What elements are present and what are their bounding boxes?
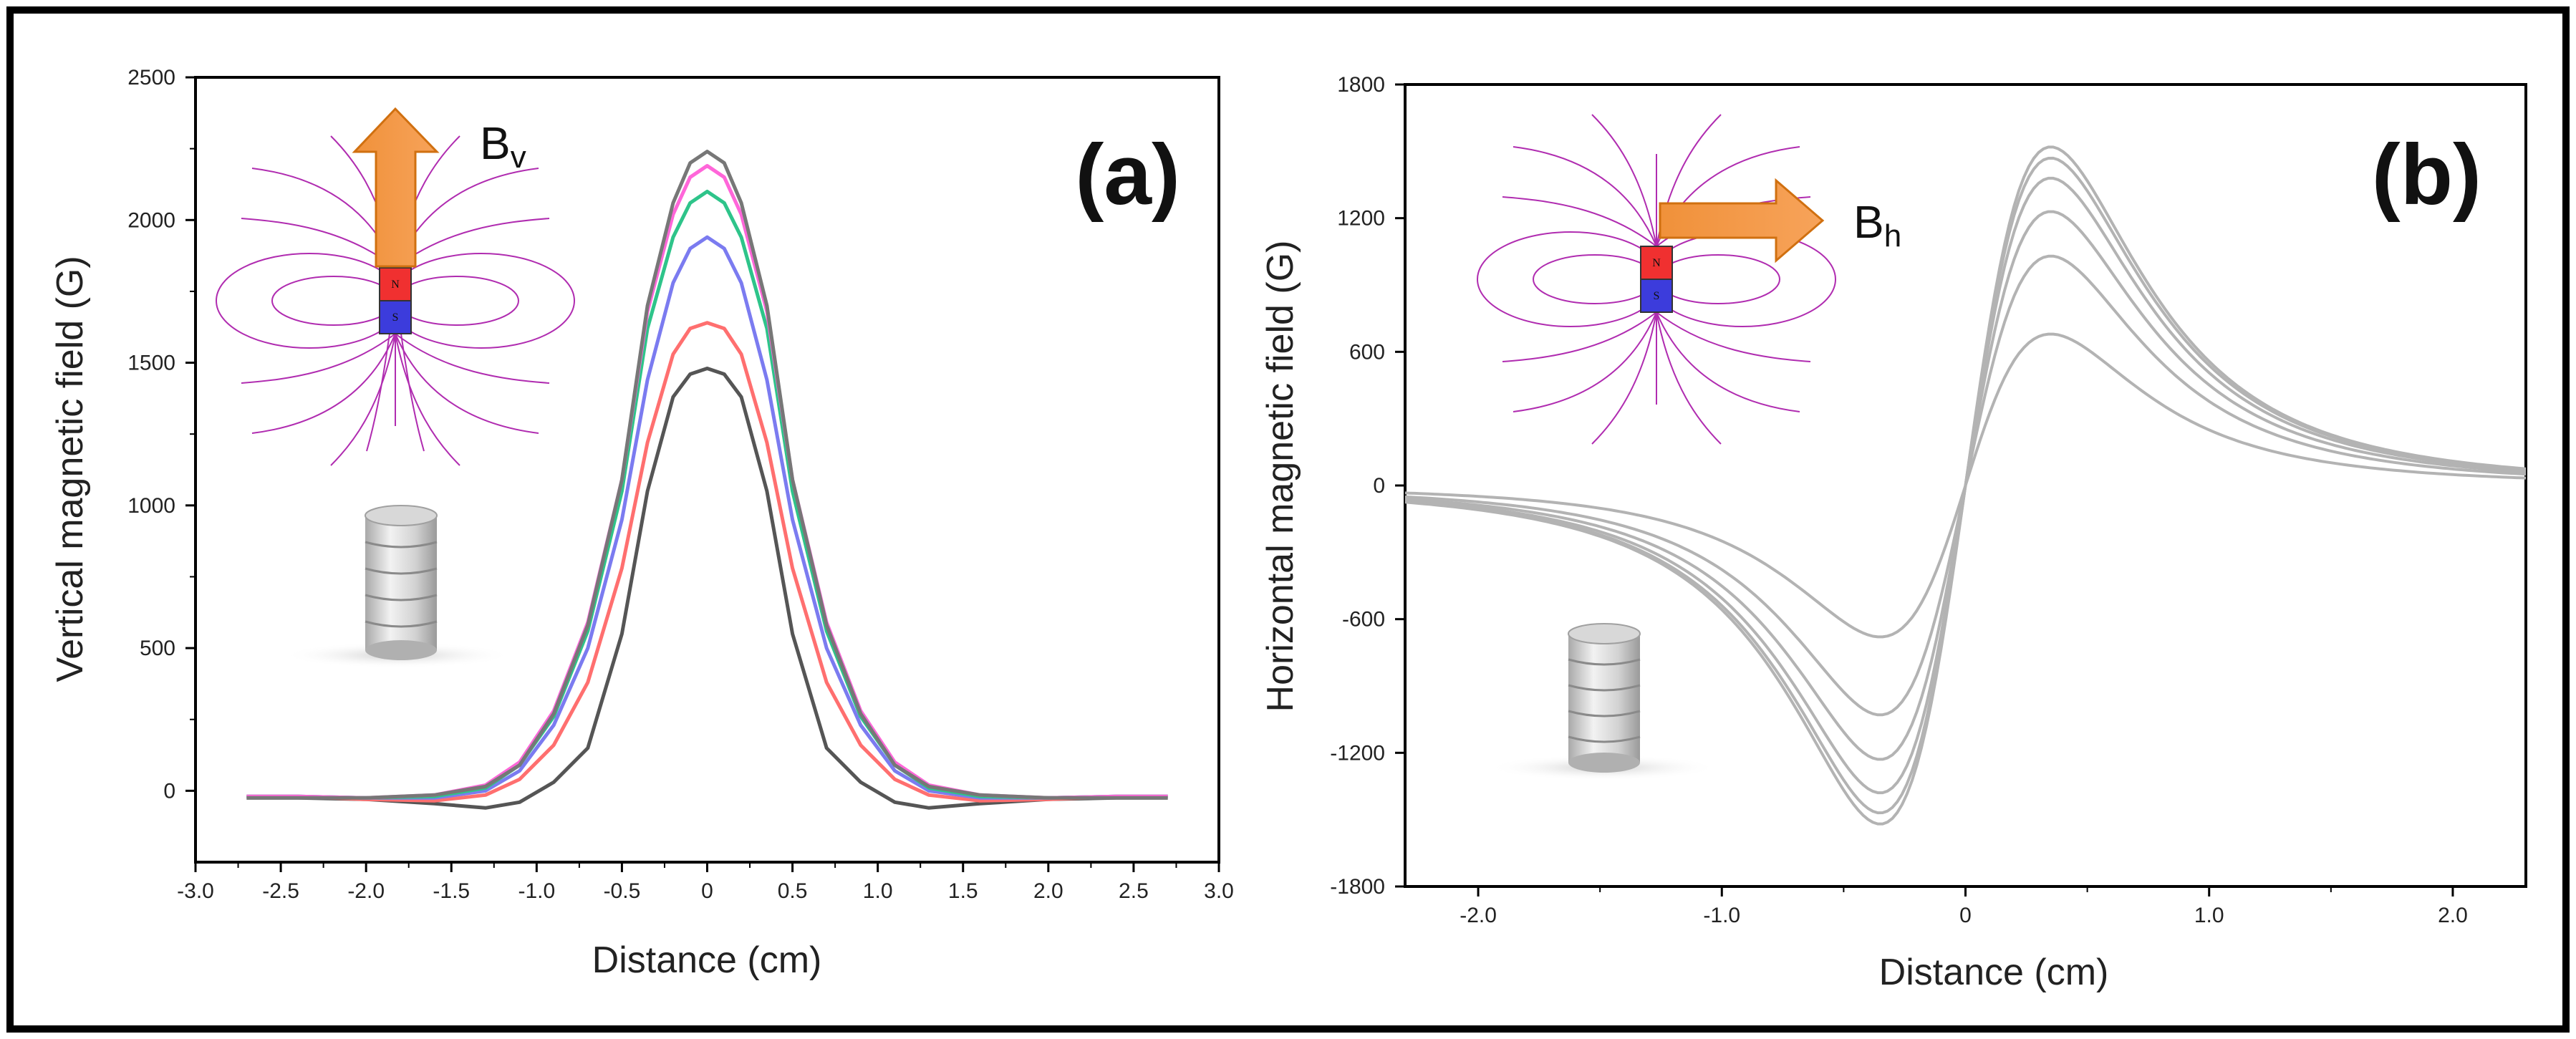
y-tick-label-b-0: -1800 <box>1330 875 1385 899</box>
x-tick-label-a-6: 0 <box>701 879 713 903</box>
x-tick-label-a-12: 3.0 <box>1204 879 1234 903</box>
magnet-stack-a <box>283 505 512 668</box>
y-tick-label-a-5: 2500 <box>127 66 175 90</box>
x-tick-label-a-2: -2.0 <box>347 879 385 903</box>
magnet-north-a <box>379 267 412 301</box>
figure-border <box>6 6 2570 1033</box>
series-a-1 <box>246 367 1168 810</box>
y-tick-label-b-4: 600 <box>1349 340 1385 364</box>
series-b-6 <box>1404 145 2527 826</box>
magnet-south-b <box>1640 279 1673 313</box>
series-a-3 <box>246 235 1168 800</box>
x-tick-label-a-11: 2.5 <box>1119 879 1149 903</box>
magnet-north-label-b: N <box>1652 257 1661 269</box>
y-tick-label-b-2: -600 <box>1342 608 1385 632</box>
y-tick-label-a-1: 500 <box>140 637 175 660</box>
x-tick-label-a-7: 0.5 <box>778 879 808 903</box>
x-tick-label-b-2: 0 <box>1959 904 1972 927</box>
x-tick-label-a-1: -2.5 <box>262 879 299 903</box>
x-tick-label-b-0: -2.0 <box>1460 904 1497 927</box>
panel-b: -2.0 -1.0 0 1.0 2.0 -1800 -1200 -600 0 600 1200 180… <box>1260 73 2527 993</box>
axis-ticks-a: -3.0 -2.5 -2.0 -1.5 -1.0 -0.5 0 0.5 1.0 1.5 2.0 2.5… <box>127 66 1234 903</box>
x-tick-label-a-0: -3.0 <box>177 879 214 903</box>
x-tick-label-b-3: 1.0 <box>2194 904 2224 927</box>
magnet-south-label-b: S <box>1654 290 1660 302</box>
magnet-north-b <box>1640 246 1673 280</box>
x-tick-label-b-4: 2.0 <box>2438 904 2468 927</box>
magnet-south-label-a: S <box>392 311 399 324</box>
y-axis-title-a: Vertical magnetic field (G) <box>49 256 91 682</box>
y-tick-label-b-1: -1200 <box>1330 741 1385 765</box>
x-tick-label-a-4: -1.0 <box>518 879 555 903</box>
field-arrow-vertical-a <box>352 107 440 268</box>
axis-ticks-b: -2.0 -1.0 0 1.0 2.0 -1800 -1200 -600 0 600 1200 180… <box>1330 73 2468 927</box>
series-a-2 <box>246 321 1168 803</box>
y-tick-label-a-0: 0 <box>163 779 175 803</box>
x-axis-title-a: Distance (cm) <box>592 939 822 981</box>
x-tick-label-b-1: -1.0 <box>1703 904 1740 927</box>
x-tick-label-a-10: 2.0 <box>1033 879 1063 903</box>
series-a-6 <box>246 150 1168 800</box>
x-tick-label-a-8: 1.0 <box>863 879 893 903</box>
y-tick-label-a-3: 1500 <box>127 352 175 375</box>
magnet-north-label-a: N <box>391 279 400 291</box>
y-tick-label-b-5: 1200 <box>1337 207 1385 231</box>
plot-a-frame <box>194 76 1220 864</box>
field-arrow-horizontal-b <box>1659 178 1825 264</box>
panel-label-a: (a) <box>1075 127 1180 223</box>
series-group-b <box>1404 145 2527 826</box>
magnet-stack-b <box>1488 623 1717 781</box>
series-group-a <box>246 150 1168 810</box>
x-axis-title-b: Distance (cm) <box>1879 952 2109 993</box>
b-vertical-label: Bv <box>480 117 526 175</box>
b-horizontal-label: Bh <box>1853 196 1901 253</box>
x-tick-label-a-3: -1.5 <box>433 879 470 903</box>
y-tick-label-a-4: 2000 <box>127 208 175 232</box>
panel-a: -3.0 -2.5 -2.0 -1.5 -1.0 -0.5 0 0.5 1.0 1.5 2.0 2.5… <box>49 66 1234 981</box>
magnet-south-a <box>379 300 412 334</box>
x-tick-label-a-5: -0.5 <box>604 879 641 903</box>
y-tick-label-b-3: 0 <box>1373 474 1385 498</box>
y-tick-label-a-2: 1000 <box>127 494 175 518</box>
y-tick-label-b-6: 1800 <box>1337 73 1385 97</box>
y-axis-title-b: Horizontal magnetic field (G) <box>1260 241 1301 712</box>
panel-label-b: (b) <box>2372 127 2481 223</box>
x-tick-label-a-9: 1.5 <box>948 879 978 903</box>
